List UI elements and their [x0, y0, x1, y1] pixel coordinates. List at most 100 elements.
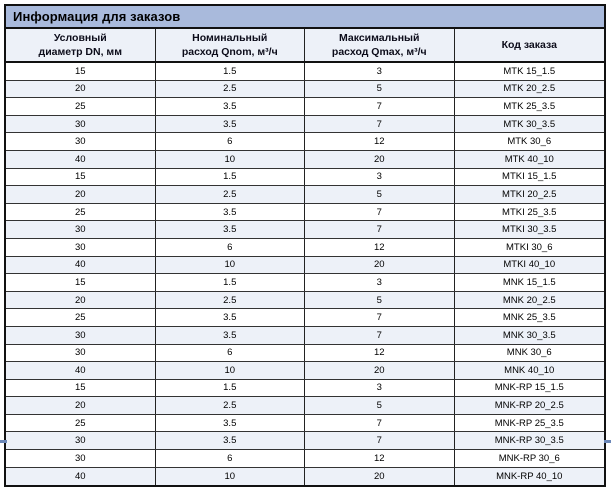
- table-title: Информация для заказов: [6, 6, 604, 29]
- table-cell: 7: [305, 221, 455, 238]
- table-cell: MNK-RP 30_6: [498, 452, 560, 464]
- table-cell: 25: [6, 309, 156, 326]
- table-cell: MNK 15_1.5: [502, 276, 556, 288]
- table-cell: 25: [6, 414, 156, 432]
- table-cell: MTK 30_6: [507, 136, 552, 148]
- table-row: 30 6 12 MNK-RP 30_6: [6, 450, 604, 468]
- column-header-order-code: Код заказа: [455, 29, 605, 61]
- table-row: 20 2.5 5 MNK 20_2.5: [6, 291, 604, 310]
- table-cell: 7: [305, 432, 455, 450]
- table-row: 30 3.5 7 MTKI 30_3.5: [6, 221, 604, 239]
- table-cell: 7: [305, 326, 455, 344]
- column-header-qmax: Максимальный расход Qmax, м³/ч: [305, 29, 455, 61]
- table-cell: 30: [6, 450, 156, 467]
- table-cell: MNK 30_6: [506, 347, 552, 359]
- table-cell: 10: [156, 362, 305, 379]
- table-cell: 2.5: [156, 186, 305, 203]
- table-cell: 6: [156, 238, 305, 256]
- table-cell: 2.5: [156, 291, 305, 309]
- column-header-line: Условный: [53, 31, 107, 44]
- table-cell: MNK 30_3.5: [502, 329, 556, 341]
- table-cell: 7: [305, 309, 455, 326]
- table-cell: 10: [156, 256, 305, 274]
- table-row: 20 2.5 5 MNK-RP 20_2.5: [6, 397, 604, 415]
- table-cell: MTK 20_2.5: [503, 83, 556, 95]
- table-row: 25 3.5 7 MNK-RP 25_3.5: [6, 414, 604, 433]
- column-header-dn: Условный диаметр DN, мм: [6, 29, 156, 61]
- table-cell: 3.5: [156, 221, 305, 238]
- table-row: 40 10 20 MTK 40_10: [6, 150, 604, 169]
- table-cell: 3.5: [156, 98, 305, 115]
- table-cell: 12: [305, 133, 455, 150]
- table-cell: 20: [305, 150, 455, 168]
- table-cell: 5: [305, 186, 455, 203]
- table-cell: 3.5: [156, 414, 305, 432]
- table-row: 40 10 20 MNK-RP 40_10: [6, 467, 604, 486]
- table-row: 30 6 12 MNK 30_6: [6, 344, 604, 363]
- table-row: 30 6 12 MTK 30_6: [6, 133, 604, 151]
- table-cell: 5: [305, 80, 455, 98]
- table-cell: 5: [305, 291, 455, 309]
- table-row: 15 1.5 3 MTKI 15_1.5: [6, 168, 604, 187]
- table-cell: 40: [6, 362, 156, 379]
- table-cell: MNK 25_3.5: [502, 312, 556, 324]
- table-row: 40 10 20 MNK 40_10: [6, 362, 604, 380]
- column-header-line: Код заказа: [501, 38, 557, 51]
- table-cell: MTKI 40_10: [503, 259, 556, 271]
- table-cell: 15: [6, 168, 156, 186]
- table-cell: MNK-RP 30_3.5: [494, 435, 564, 447]
- table-row: 25 3.5 7 MNK 25_3.5: [6, 309, 604, 327]
- table-cell: 3.5: [156, 326, 305, 344]
- table-cell: 15: [6, 379, 156, 397]
- table-cell: 25: [6, 203, 156, 221]
- table-cell: 3.5: [156, 203, 305, 221]
- table-cell: 3: [305, 168, 455, 186]
- table-cell: 20: [305, 256, 455, 274]
- table-cell: MTKI 20_2.5: [502, 188, 557, 200]
- table-cell: MNK 40_10: [504, 364, 555, 376]
- table-cell: 40: [6, 467, 156, 486]
- table-row: 30 6 12 MTKI 30_6: [6, 238, 604, 257]
- table-cell: 25: [6, 98, 156, 115]
- table-cell: 5: [305, 397, 455, 414]
- table-cell: 20: [6, 186, 156, 203]
- table-cell: 3: [305, 379, 455, 397]
- table-cell: 6: [156, 450, 305, 467]
- table-cell: 10: [156, 467, 305, 486]
- table-row: 15 1.5 3 MNK-RP 15_1.5: [6, 379, 604, 398]
- table-cell: 30: [6, 326, 156, 344]
- order-info-table: Информация для заказов Условный диаметр …: [4, 4, 606, 487]
- table-cell: 30: [6, 344, 156, 362]
- table-cell: MNK-RP 15_1.5: [494, 382, 564, 394]
- table-cell: 30: [6, 133, 156, 150]
- table-cell: MNK-RP 20_2.5: [494, 400, 564, 412]
- table-row: 30 3.5 7 MTK 30_3.5: [6, 115, 604, 134]
- table-row: 30 3.5 7 MNK-RP 30_3.5: [6, 432, 604, 451]
- table-cell: 15: [6, 274, 156, 291]
- table-row: 40 10 20 MTKI 40_10: [6, 256, 604, 275]
- table-row: 20 2.5 5 MTK 20_2.5: [6, 80, 604, 99]
- table-cell: 20: [6, 80, 156, 98]
- table-cell: 1.5: [156, 63, 305, 80]
- column-header-line: расход Qmax, м³/ч: [331, 46, 427, 58]
- table-cell: 1.5: [156, 168, 305, 186]
- table-cell: 7: [305, 414, 455, 432]
- table-cell: 30: [6, 238, 156, 256]
- table-cell: 3.5: [156, 309, 305, 326]
- table-cell: 7: [305, 203, 455, 221]
- table-cell: 3: [305, 274, 455, 291]
- table-cell: MTKI 30_6: [506, 241, 553, 253]
- table-cell: MTK 25_3.5: [503, 100, 556, 112]
- table-cell: 1.5: [156, 274, 305, 291]
- table-cell: 30: [6, 115, 156, 133]
- table-row: 20 2.5 5 MTKI 20_2.5: [6, 186, 604, 204]
- table-cell: MNK-RP 40_10: [496, 470, 563, 482]
- table-cell: 1.5: [156, 379, 305, 397]
- table-cell: MTK 15_1.5: [503, 65, 556, 77]
- column-header-line: диаметр DN, мм: [38, 46, 122, 58]
- table-cell: 12: [305, 344, 455, 362]
- page-margin-mark-left: [0, 440, 7, 443]
- table-cell: 7: [305, 115, 455, 133]
- table-cell: 10: [156, 150, 305, 168]
